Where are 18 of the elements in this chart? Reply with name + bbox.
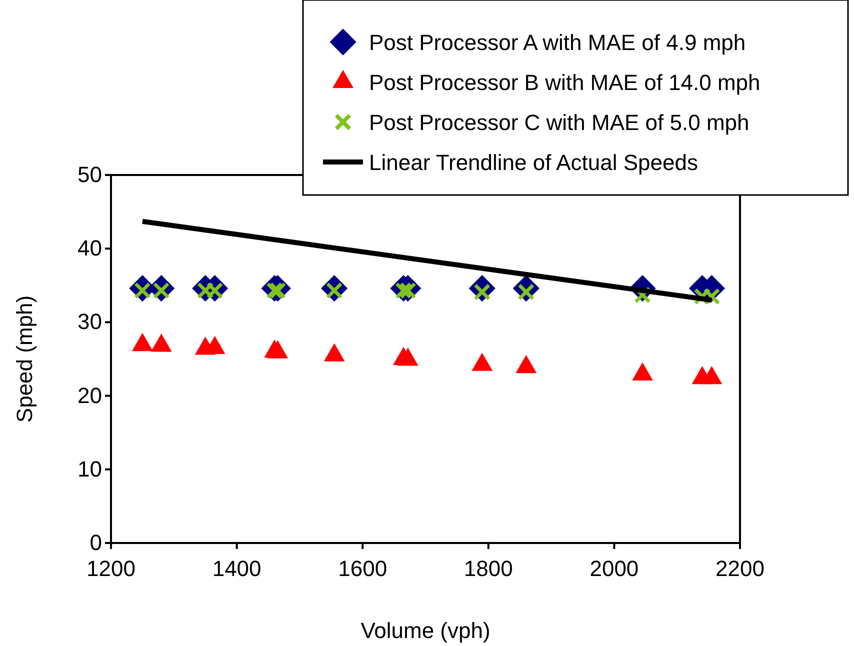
legend-label: Post Processor A with MAE of 4.9 mph: [369, 30, 746, 55]
y-tick-label: 40: [78, 236, 102, 261]
x-tick-label: 1400: [212, 556, 262, 582]
y-tick-label: 30: [78, 309, 102, 334]
x-axis-title: Volume (vph): [360, 618, 490, 643]
legend-label: Post Processor C with MAE of 5.0 mph: [369, 110, 750, 135]
y-tick-label: 50: [78, 162, 102, 188]
x-tick-label: 2200: [716, 556, 764, 582]
x-tick-label: 1800: [464, 556, 513, 582]
y-tick-label: 20: [78, 382, 102, 408]
x-tick-label: 1600: [338, 556, 388, 582]
y-axis-title: Speed (mph): [12, 295, 37, 423]
x-tick-label: 1200: [86, 556, 136, 582]
y-tick-label: 0: [90, 530, 102, 556]
legend-label: Post Processor B with MAE of 14.0 mph: [369, 70, 760, 95]
x-tick-label: 2000: [590, 556, 639, 582]
legend-label: Linear Trendline of Actual Speeds: [369, 150, 698, 175]
y-tick-label: 10: [78, 456, 102, 482]
